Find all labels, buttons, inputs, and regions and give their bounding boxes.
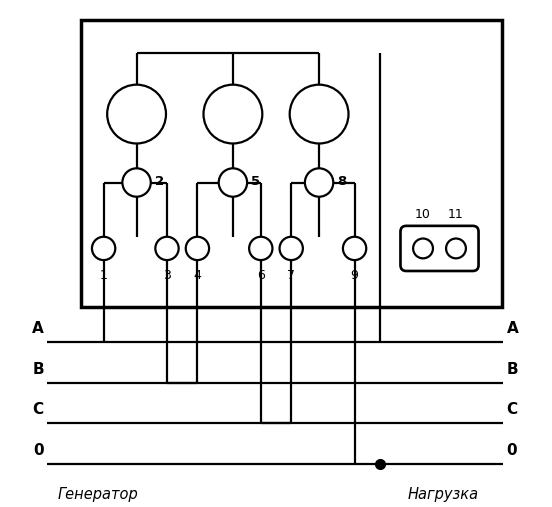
- Text: 4: 4: [194, 269, 201, 282]
- Circle shape: [446, 238, 466, 259]
- Text: 9: 9: [351, 269, 358, 282]
- Circle shape: [305, 168, 333, 197]
- Text: A: A: [32, 321, 44, 336]
- Text: 11: 11: [448, 207, 464, 221]
- Text: C: C: [33, 402, 44, 417]
- Bar: [81, 20, 502, 307]
- Circle shape: [92, 237, 115, 260]
- Circle shape: [186, 237, 209, 260]
- Text: 1: 1: [100, 269, 108, 282]
- Text: 2: 2: [155, 175, 164, 188]
- Circle shape: [123, 168, 151, 197]
- Text: Нагрузка: Нагрузка: [408, 487, 479, 502]
- Circle shape: [204, 85, 262, 143]
- Text: 5: 5: [251, 175, 261, 188]
- Text: 0: 0: [507, 443, 517, 458]
- Text: 3: 3: [163, 269, 171, 282]
- Text: C: C: [507, 402, 518, 417]
- Text: Генератор: Генератор: [58, 487, 139, 502]
- Circle shape: [343, 237, 366, 260]
- Text: B: B: [507, 361, 518, 377]
- Circle shape: [290, 85, 348, 143]
- Circle shape: [155, 237, 179, 260]
- Text: 7: 7: [287, 269, 295, 282]
- Text: B: B: [32, 361, 44, 377]
- Circle shape: [107, 85, 166, 143]
- Circle shape: [413, 238, 433, 259]
- Text: 0: 0: [33, 443, 44, 458]
- Text: 6: 6: [257, 269, 265, 282]
- FancyBboxPatch shape: [400, 226, 479, 271]
- Text: A: A: [507, 321, 518, 336]
- Circle shape: [219, 168, 247, 197]
- Circle shape: [279, 237, 303, 260]
- Text: 8: 8: [337, 175, 347, 188]
- Text: 10: 10: [415, 207, 431, 221]
- Circle shape: [249, 237, 273, 260]
